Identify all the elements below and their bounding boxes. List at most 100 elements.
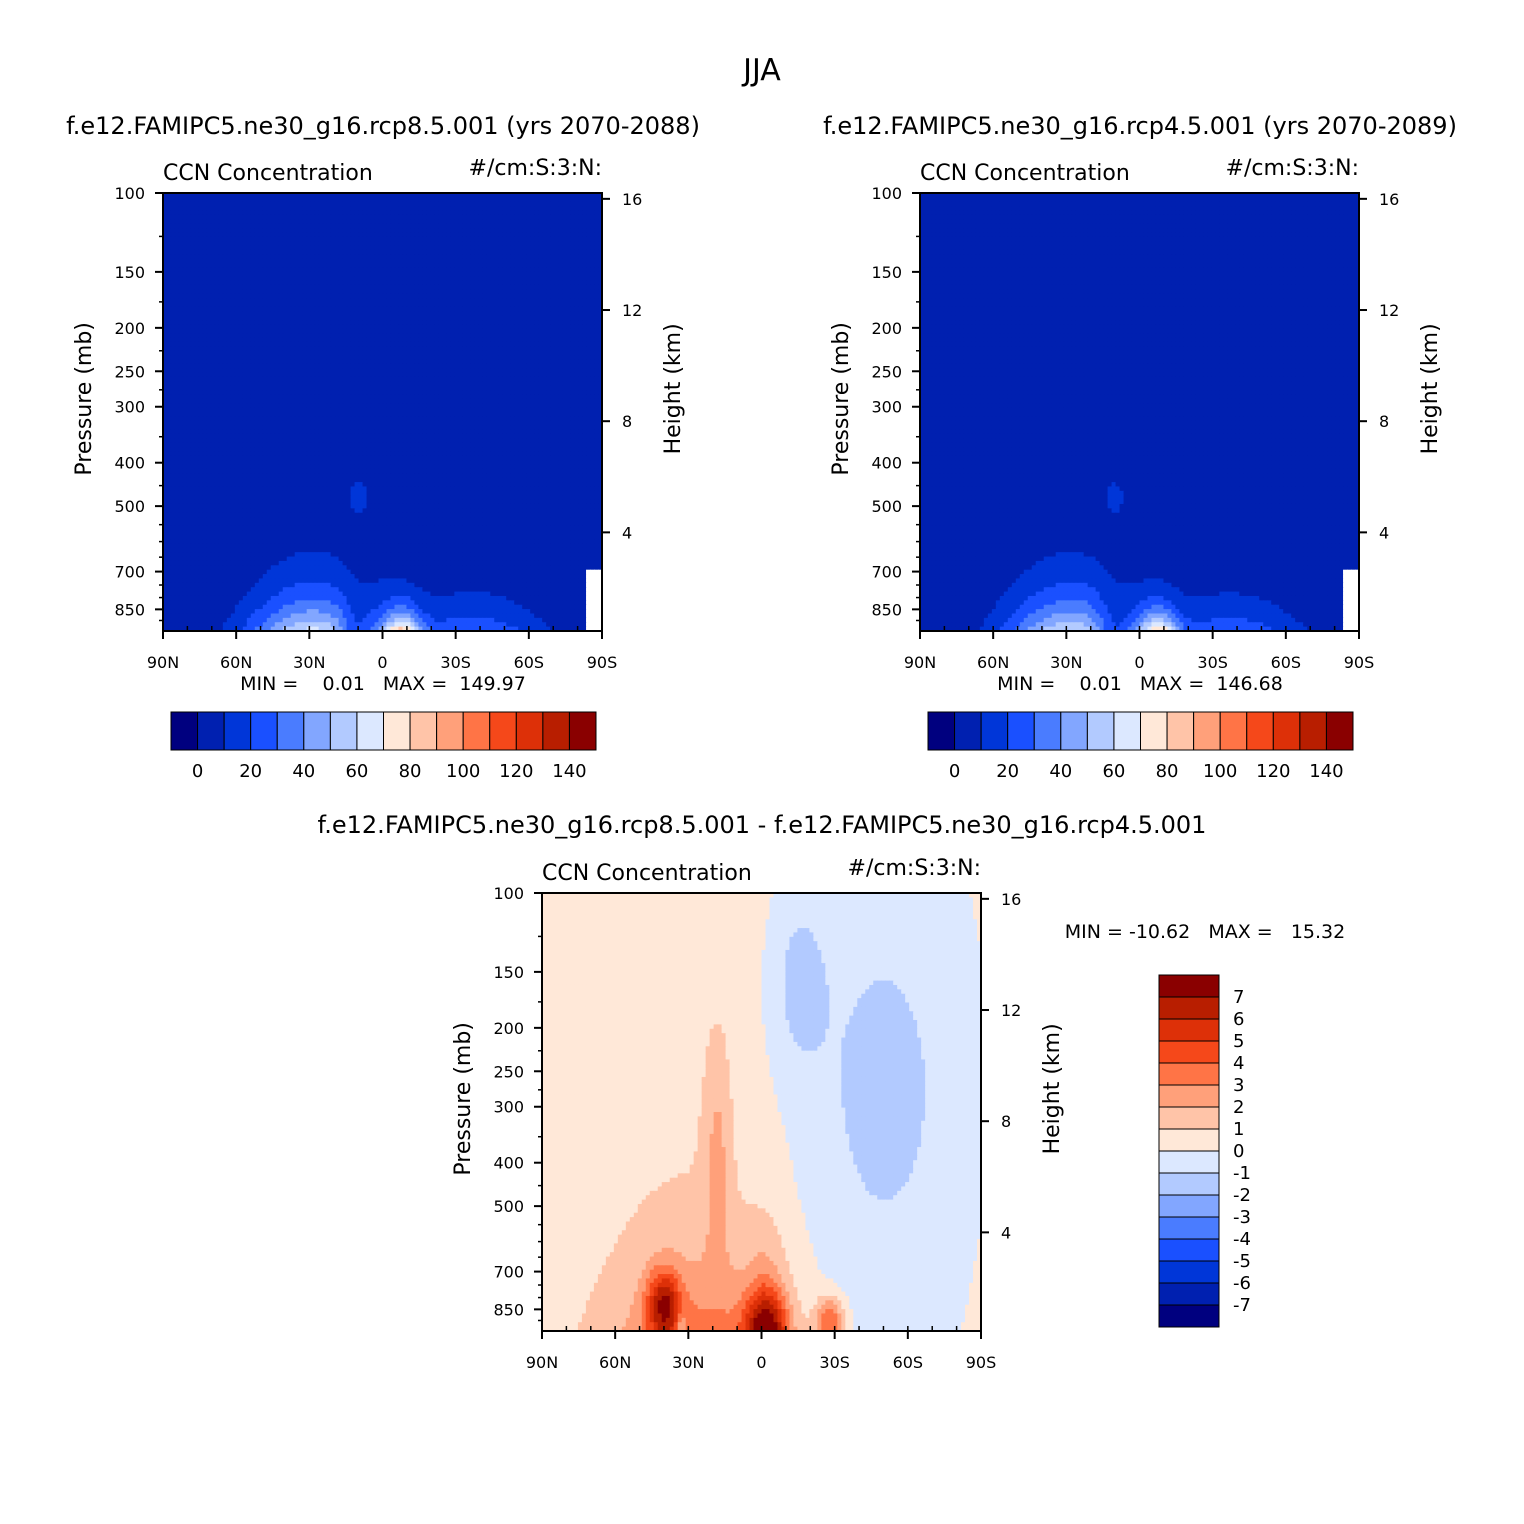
y-tick-label: 250 <box>114 362 145 381</box>
x-tick-label: 90S <box>966 1353 997 1372</box>
y-right-tick-label: 12 <box>1379 301 1399 320</box>
y-tick-label: 700 <box>871 563 902 582</box>
colorbar-label: -5 <box>1233 1251 1251 1272</box>
colorbar-swatch <box>1272 711 1301 751</box>
y-axis-label: Pressure (mb) <box>72 322 97 476</box>
contour-field <box>163 193 603 632</box>
colorbar-swatch <box>1166 711 1195 751</box>
figure-title: JJA <box>741 53 781 88</box>
x-tick-label: 90N <box>526 1353 558 1372</box>
colorbar-swatch <box>542 711 570 751</box>
x-tick-label: 0 <box>756 1353 766 1372</box>
y-right-tick-label: 12 <box>622 301 642 320</box>
colorbar-label: -6 <box>1233 1273 1251 1294</box>
y-tick-label: 700 <box>493 1263 524 1282</box>
colorbar-label: 0 <box>1233 1141 1244 1162</box>
y-tick-label: 150 <box>493 963 524 982</box>
x-tick-label: 90S <box>587 653 618 672</box>
x-tick-label: 0 <box>377 653 387 672</box>
x-tick-label: 60N <box>220 653 252 672</box>
panel-title: f.e12.FAMIPC5.ne30_g16.rcp8.5.001 - f.e1… <box>318 811 1207 839</box>
x-tick-label: 30N <box>672 1353 704 1372</box>
colorbar: 0 20 40 60 80 100 120 140 <box>170 711 597 782</box>
colorbar-swatch <box>356 711 384 751</box>
x-tick-label: 30S <box>1197 653 1228 672</box>
colorbar-label: 2 <box>1233 1097 1244 1118</box>
units-label: #/cm:S:3:N: <box>469 156 602 181</box>
colorbar-label: 1 <box>1233 1119 1244 1140</box>
colorbar: 0 20 40 60 80 100 120 140 <box>927 711 1354 782</box>
colorbar-swatch <box>170 711 199 751</box>
colorbar-label: 80 <box>1156 761 1179 782</box>
y-tick-label: 850 <box>871 600 902 619</box>
colorbar-swatch <box>1113 711 1141 751</box>
colorbar-swatch <box>383 711 411 751</box>
y-right-tick-label: 16 <box>622 190 642 209</box>
colorbar-label: 4 <box>1233 1053 1244 1074</box>
colorbar-label: 80 <box>399 761 422 782</box>
colorbar-label: 6 <box>1233 1009 1244 1030</box>
colorbar-label: 100 <box>446 761 480 782</box>
x-tick-label: 0 <box>1134 653 1144 672</box>
y-tick-label: 250 <box>493 1062 524 1081</box>
y-tick-label: 300 <box>114 398 145 417</box>
colorbar-label: 7 <box>1233 987 1244 1008</box>
colorbar-label: 40 <box>1049 761 1072 782</box>
colorbar-label: 20 <box>239 761 262 782</box>
y-tick-label: 200 <box>493 1019 524 1038</box>
x-tick-label: 60S <box>893 1353 924 1372</box>
colorbar-label: -7 <box>1233 1295 1251 1316</box>
panel-title: f.e12.FAMIPC5.ne30_g16.rcp8.5.001 (yrs 2… <box>66 112 700 140</box>
colorbar-swatch <box>1219 711 1248 751</box>
colorbar-swatch <box>223 711 252 751</box>
contour-field <box>920 193 1360 632</box>
colorbar-swatch <box>276 711 305 751</box>
y-tick-label: 500 <box>114 497 145 516</box>
colorbar-label: 120 <box>499 761 533 782</box>
colorbar-label: -3 <box>1233 1207 1251 1228</box>
x-tick-label: 90N <box>904 653 936 672</box>
colorbar-swatch <box>1193 711 1221 751</box>
colorbar-label: 140 <box>1309 761 1343 782</box>
y-tick-label: 300 <box>871 398 902 417</box>
y-right-axis-label: Height (km) <box>1418 323 1443 454</box>
x-tick-label: 30N <box>293 653 325 672</box>
colorbar-swatch <box>568 711 597 751</box>
colorbar-swatch <box>1158 1018 1220 1042</box>
colorbar-swatch <box>197 711 225 751</box>
colorbar-label: 40 <box>292 761 315 782</box>
y-axis-label: Pressure (mb) <box>451 1022 476 1176</box>
colorbar-swatch <box>1325 711 1354 751</box>
x-tick-label: 60N <box>977 653 1009 672</box>
y-right-axis-label: Height (km) <box>1040 1023 1065 1154</box>
y-right-tick-label: 4 <box>1001 1223 1011 1242</box>
y-axis-label: Pressure (mb) <box>829 322 854 476</box>
y-right-tick-label: 8 <box>622 412 632 431</box>
x-tick-label: 90N <box>147 653 179 672</box>
colorbar-swatch <box>1158 1062 1220 1086</box>
colorbar-label: 20 <box>996 761 1019 782</box>
x-tick-label: 60S <box>1271 653 1302 672</box>
colorbar-swatch <box>1246 711 1274 751</box>
colorbar-swatch <box>1033 711 1062 751</box>
x-tick-label: 30S <box>819 1353 850 1372</box>
y-tick-label: 200 <box>114 319 145 338</box>
variable-label: CCN Concentration <box>920 161 1130 186</box>
y-tick-label: 100 <box>871 184 902 203</box>
y-tick-label: 150 <box>114 263 145 282</box>
colorbar-swatch <box>1158 1172 1220 1196</box>
y-right-tick-label: 8 <box>1001 1112 1011 1131</box>
units-label: #/cm:S:3:N: <box>848 856 981 881</box>
y-right-tick-label: 16 <box>1379 190 1399 209</box>
colorbar-label: 0 <box>192 761 203 782</box>
colorbar-label: 100 <box>1203 761 1237 782</box>
y-tick-label: 150 <box>871 263 902 282</box>
colorbar-swatch <box>927 711 956 751</box>
y-tick-label: 500 <box>493 1197 524 1216</box>
units-label: #/cm:S:3:N: <box>1226 156 1359 181</box>
y-right-tick-label: 4 <box>622 523 632 542</box>
colorbar-swatch <box>1007 711 1035 751</box>
colorbar-label: 60 <box>1102 761 1125 782</box>
